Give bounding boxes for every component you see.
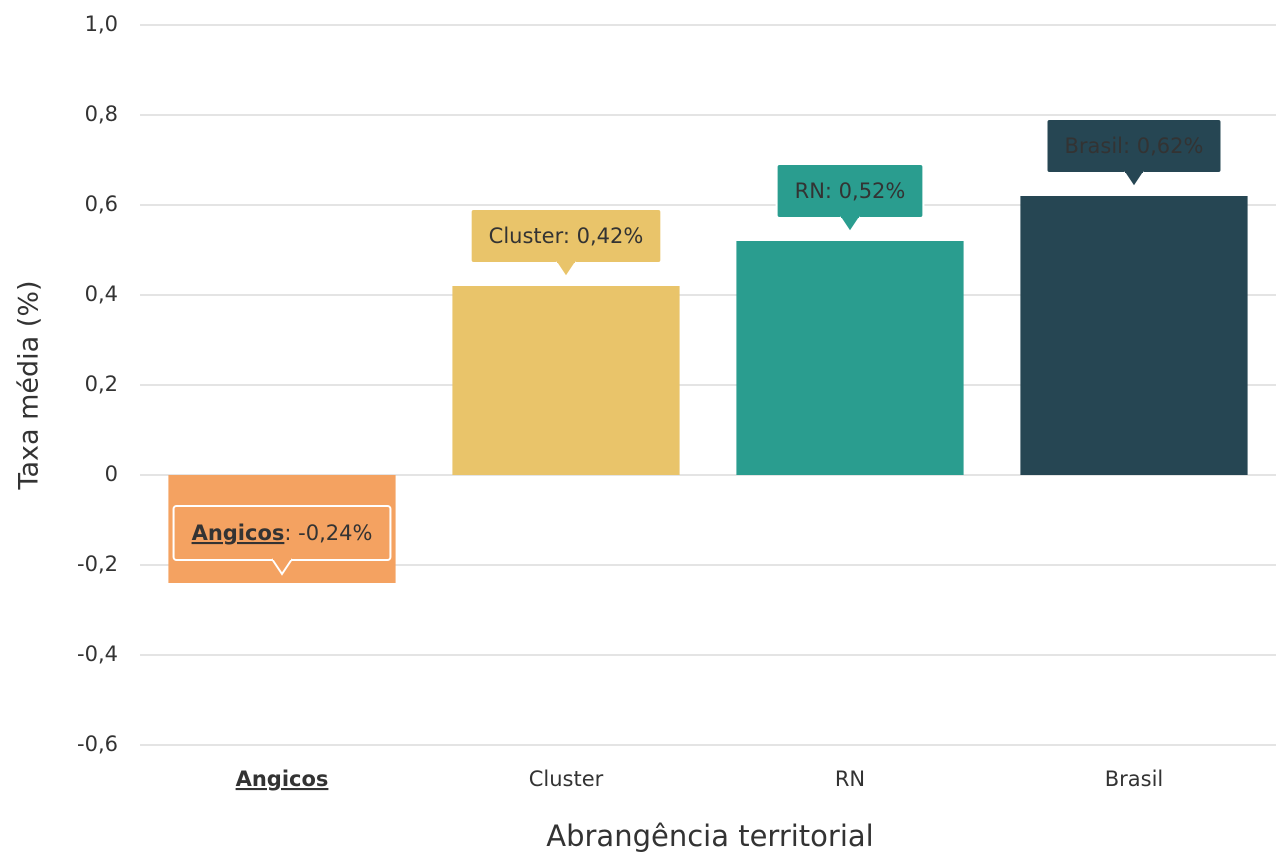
tooltip-pointer: [555, 261, 577, 279]
value-label: Cluster: 0,42%: [489, 224, 644, 248]
label-rest: : -0,24%: [284, 521, 372, 545]
y-tick-label: -0,2: [77, 552, 118, 576]
x-axis-title: Abrangência territorial: [546, 819, 873, 853]
x-tick-label: Cluster: [529, 767, 604, 791]
x-tick-label: Brasil: [1105, 767, 1164, 791]
value-label: Brasil: 0,62%: [1065, 134, 1204, 158]
value-tooltip: RN: 0,52%: [775, 163, 925, 234]
bar: [452, 286, 680, 475]
value-tooltip: Brasil: 0,62%: [1045, 118, 1223, 189]
y-tick-label: -0,6: [77, 732, 118, 756]
value-label: RN: 0,52%: [795, 179, 906, 203]
tooltip-pointer-cover: [557, 260, 575, 263]
y-tick-label: 0,8: [85, 102, 118, 126]
tooltip-pointer: [271, 558, 293, 576]
y-tick-label: -0,4: [77, 642, 118, 666]
tooltip-pointer-cover: [841, 215, 859, 218]
y-tick-label: 0: [105, 462, 118, 486]
bar: [736, 241, 964, 475]
y-tick-label: 1,0: [85, 12, 118, 36]
tooltip-pointer-cover: [1125, 170, 1143, 173]
y-tick-label: 0,2: [85, 372, 118, 396]
tooltip-pointer: [839, 216, 861, 234]
y-tick-label: 0,4: [85, 282, 118, 306]
y-axis-title: Taxa média (%): [14, 280, 45, 490]
bar: [1020, 196, 1248, 475]
label-emphasis: Angicos: [192, 521, 285, 545]
x-tick-label: RN: [835, 767, 865, 791]
value-label: Angicos: -0,24%: [192, 521, 373, 545]
x-tick-label: Angicos: [236, 767, 329, 791]
value-tooltip: Cluster: 0,42%: [469, 208, 663, 279]
tooltip-pointer-cover: [273, 557, 291, 560]
value-tooltip: Angicos: -0,24%: [172, 505, 392, 576]
tooltip-pointer: [1123, 171, 1145, 189]
y-tick-label: 0,6: [85, 192, 118, 216]
